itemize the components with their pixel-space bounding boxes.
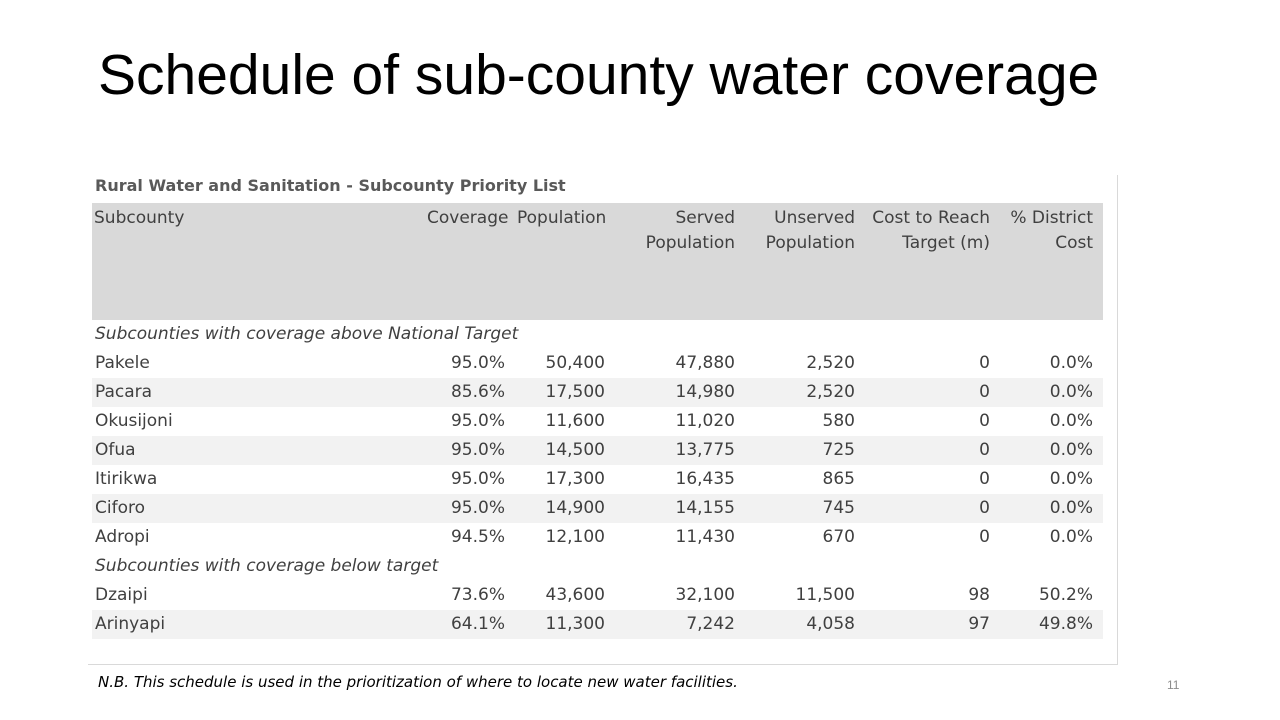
- cell-subcounty: Arinyapi: [95, 614, 166, 634]
- cell-coverage: 95.0%: [450, 440, 505, 460]
- footnote: N.B. This schedule is used in the priori…: [98, 673, 738, 691]
- cell-population: 11,300: [545, 614, 605, 634]
- cell-unserved: 580: [822, 411, 855, 431]
- cell-population: 11,600: [545, 411, 605, 431]
- cell-cost: 98: [968, 585, 990, 605]
- section-label: Subcounties with coverage below target: [95, 556, 439, 576]
- cell-served: 14,980: [675, 382, 735, 402]
- section-label: Subcounties with coverage above National…: [95, 324, 519, 344]
- cell-pct: 0.0%: [1049, 353, 1093, 373]
- cell-coverage: 85.6%: [450, 382, 505, 402]
- cell-pct: 0.0%: [1049, 469, 1093, 489]
- cell-unserved: 2,520: [806, 353, 855, 373]
- table-caption: Rural Water and Sanitation - Subcounty P…: [95, 176, 566, 195]
- cell-population: 14,900: [545, 498, 605, 518]
- header-subcounty: Subcounty: [94, 208, 185, 228]
- cell-subcounty: Pacara: [95, 382, 153, 402]
- header-population: Population: [517, 208, 607, 228]
- cell-cost: 0: [979, 469, 990, 489]
- cell-served: 14,155: [675, 498, 735, 518]
- cell-coverage: 95.0%: [450, 469, 505, 489]
- table-frame: [88, 175, 1118, 665]
- cell-coverage: 64.1%: [450, 614, 505, 634]
- cell-subcounty: Ciforo: [95, 498, 145, 518]
- section-row-above-target: Subcounties with coverage above National…: [92, 320, 1103, 349]
- header-served-population: Served Population: [645, 208, 735, 253]
- cell-subcounty: Okusijoni: [95, 411, 173, 431]
- cell-population: 17,300: [545, 469, 605, 489]
- table-row: Ciforo 95.0% 14,900 14,155 745 0 0.0%: [92, 494, 1103, 523]
- header-percent-district-cost: % District Cost: [1010, 208, 1093, 253]
- cell-subcounty: Pakele: [95, 353, 150, 373]
- table-row: Pacara 85.6% 17,500 14,980 2,520 0 0.0%: [92, 378, 1103, 407]
- cell-population: 12,100: [545, 527, 605, 547]
- cell-pct: 0.0%: [1049, 527, 1093, 547]
- cell-cost: 0: [979, 440, 990, 460]
- cell-served: 13,775: [675, 440, 735, 460]
- slide-title: Schedule of sub-county water coverage: [98, 43, 1100, 107]
- subcounty-priority-table: Subcounty Coverage Population Served Popu…: [92, 203, 1103, 639]
- table-row: Itirikwa 95.0% 17,300 16,435 865 0 0.0%: [92, 465, 1103, 494]
- cell-population: 17,500: [545, 382, 605, 402]
- cell-cost: 0: [979, 411, 990, 431]
- cell-population: 14,500: [545, 440, 605, 460]
- cell-population: 50,400: [545, 353, 605, 373]
- cell-unserved: 745: [822, 498, 855, 518]
- cell-coverage: 95.0%: [450, 353, 505, 373]
- cell-coverage: 95.0%: [450, 498, 505, 518]
- header-coverage: Coverage: [427, 208, 509, 228]
- cell-coverage: 73.6%: [450, 585, 505, 605]
- cell-coverage: 95.0%: [450, 411, 505, 431]
- table-row: Dzaipi 73.6% 43,600 32,100 11,500 98 50.…: [92, 581, 1103, 610]
- cell-subcounty: Dzaipi: [95, 585, 148, 605]
- cell-served: 7,242: [686, 614, 735, 634]
- table-row: Adropi 94.5% 12,100 11,430 670 0 0.0%: [92, 523, 1103, 552]
- cell-pct: 0.0%: [1049, 382, 1093, 402]
- cell-pct: 0.0%: [1049, 498, 1093, 518]
- cell-pct: 0.0%: [1049, 411, 1093, 431]
- cell-unserved: 725: [822, 440, 855, 460]
- cell-subcounty: Itirikwa: [95, 469, 158, 489]
- header-cost-to-reach-target: Cost to Reach Target (m): [872, 208, 990, 253]
- cell-unserved: 865: [822, 469, 855, 489]
- cell-served: 11,020: [675, 411, 735, 431]
- table-header-row: Subcounty Coverage Population Served Popu…: [92, 203, 1103, 320]
- cell-cost: 0: [979, 527, 990, 547]
- cell-unserved: 4,058: [806, 614, 855, 634]
- page-number: 11: [1167, 678, 1180, 692]
- cell-served: 47,880: [675, 353, 735, 373]
- cell-coverage: 94.5%: [450, 527, 505, 547]
- cell-cost: 0: [979, 498, 990, 518]
- cell-population: 43,600: [545, 585, 605, 605]
- section-row-below-target: Subcounties with coverage below target: [92, 552, 1103, 581]
- cell-subcounty: Ofua: [95, 440, 136, 460]
- header-unserved-population: Unserved Population: [765, 208, 855, 253]
- table-row: Pakele 95.0% 50,400 47,880 2,520 0 0.0%: [92, 349, 1103, 378]
- cell-served: 16,435: [675, 469, 735, 489]
- cell-cost: 0: [979, 353, 990, 373]
- cell-pct: 0.0%: [1049, 440, 1093, 460]
- cell-pct: 49.8%: [1038, 614, 1093, 634]
- cell-served: 11,430: [675, 527, 735, 547]
- cell-unserved: 670: [822, 527, 855, 547]
- cell-cost: 0: [979, 382, 990, 402]
- cell-subcounty: Adropi: [95, 527, 150, 547]
- cell-unserved: 2,520: [806, 382, 855, 402]
- cell-pct: 50.2%: [1038, 585, 1093, 605]
- table-row: Ofua 95.0% 14,500 13,775 725 0 0.0%: [92, 436, 1103, 465]
- cell-cost: 97: [968, 614, 990, 634]
- cell-unserved: 11,500: [795, 585, 855, 605]
- table-row: Arinyapi 64.1% 11,300 7,242 4,058 97 49.…: [92, 610, 1103, 639]
- cell-served: 32,100: [675, 585, 735, 605]
- table-row: Okusijoni 95.0% 11,600 11,020 580 0 0.0%: [92, 407, 1103, 436]
